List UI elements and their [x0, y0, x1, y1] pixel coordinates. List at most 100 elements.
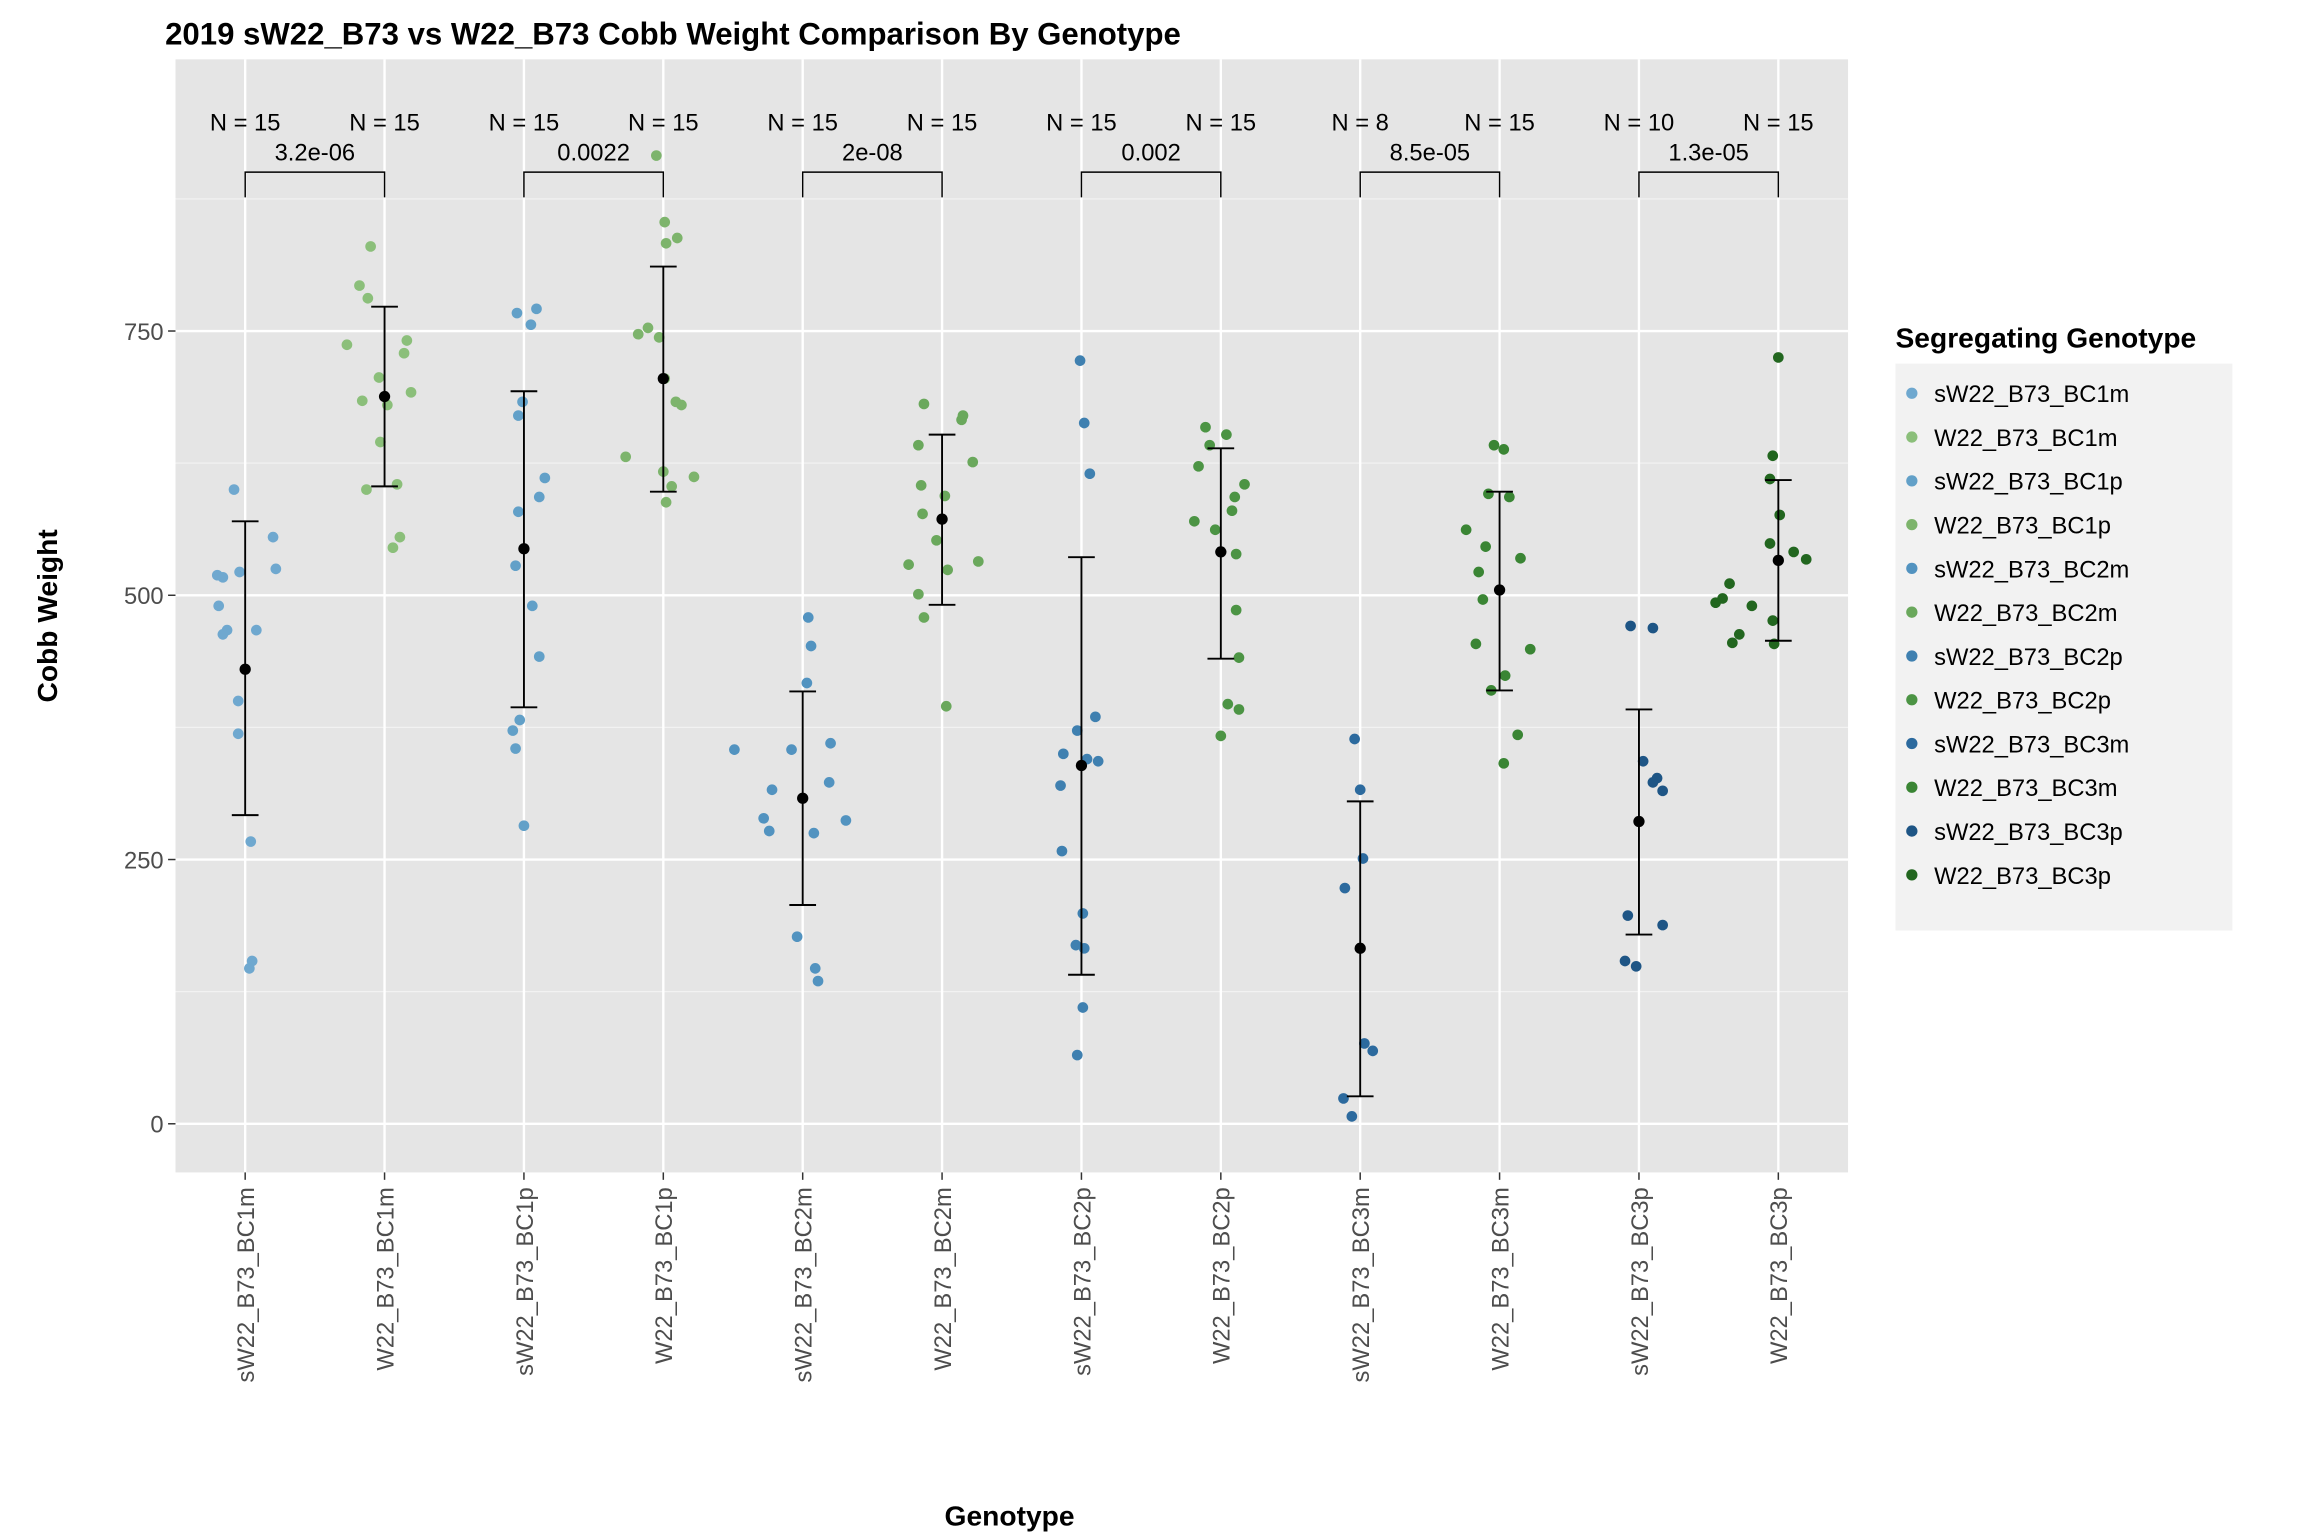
data-point [1625, 620, 1636, 632]
legend-title: Segregating Genotype [1896, 321, 2197, 353]
data-point [1657, 919, 1668, 931]
mean-point [1354, 942, 1366, 954]
data-point [802, 612, 814, 623]
data-point [666, 481, 678, 492]
n-label: N = 10 [1604, 111, 1675, 137]
legend-key [1906, 869, 1918, 881]
legend-label: sW22_B73_BC3m [1934, 732, 2129, 758]
significance-bracket [244, 171, 386, 198]
data-point [1772, 352, 1784, 363]
data-point [1200, 421, 1211, 433]
n-label: N = 8 [1332, 111, 1389, 137]
data-point [809, 963, 821, 974]
data-point [228, 484, 240, 495]
mean-point [797, 792, 809, 804]
n-label: N = 15 [349, 111, 420, 137]
legend-key [1906, 518, 1918, 531]
data-point [903, 559, 914, 570]
data-point [1488, 439, 1500, 451]
data-point [1503, 491, 1515, 503]
mean-point [1633, 815, 1645, 828]
data-point [245, 836, 257, 847]
y-tick-label: 500 [124, 584, 164, 610]
data-point [801, 677, 813, 689]
data-point [1229, 491, 1241, 503]
x-tick-label: sW22_B73_BC3m [1349, 1187, 1375, 1382]
legend-label: sW22_B73_BC1p [1934, 470, 2123, 496]
data-point [361, 484, 372, 495]
x-tick-label: W22_B73_BC3p [1767, 1187, 1793, 1364]
data-point [1764, 473, 1776, 485]
data-point [918, 398, 930, 410]
significance-bracket [1080, 171, 1222, 198]
data-point [1619, 955, 1631, 967]
legend-key [1906, 694, 1918, 706]
data-point [1230, 604, 1242, 616]
significance-bracket [523, 171, 665, 198]
legend-label: sW22_B73_BC2m [1934, 557, 2129, 583]
mean-point [518, 543, 530, 555]
data-point [642, 322, 654, 334]
data-point [805, 640, 817, 652]
data-point [1726, 637, 1738, 649]
data-point [1498, 757, 1510, 769]
legend-key [1906, 737, 1918, 750]
x-tick-label: W22_B73_BC1m [373, 1187, 399, 1370]
data-point [250, 624, 262, 636]
data-point [1346, 1111, 1358, 1122]
data-point [267, 531, 279, 543]
data-point [1090, 711, 1101, 723]
data-point [931, 534, 942, 546]
p-value-label: 0.0022 [557, 140, 630, 166]
data-point [1339, 882, 1351, 894]
data-point [1055, 780, 1066, 791]
data-point [791, 931, 803, 943]
data-point [217, 629, 229, 640]
x-tick-label: W22_B73_BC2m [931, 1187, 957, 1370]
legend-key [1906, 825, 1918, 837]
data-point [341, 339, 353, 351]
x-axis-title: Genotype [945, 1500, 1075, 1532]
data-point [513, 506, 524, 518]
data-point [213, 600, 225, 612]
data-point [651, 150, 662, 161]
data-point [1767, 615, 1779, 626]
data-point [398, 347, 410, 359]
data-point [632, 328, 644, 340]
data-point [659, 216, 671, 228]
data-point [940, 700, 952, 712]
data-point [533, 491, 545, 503]
data-point [401, 335, 413, 346]
data-point [840, 815, 852, 826]
data-point [1480, 541, 1491, 552]
x-tick-label: W22_B73_BC1p [652, 1187, 678, 1364]
x-tick-label: sW22_B73_BC2m [792, 1187, 818, 1382]
data-point [1074, 355, 1086, 366]
data-point [232, 728, 244, 740]
legend-label: W22_B73_BC3m [1934, 776, 2117, 802]
data-point [514, 714, 526, 726]
y-tick-label: 750 [124, 320, 164, 346]
data-point [1359, 1038, 1370, 1049]
data-point [1077, 1002, 1089, 1013]
data-point [763, 825, 775, 837]
error-bars [231, 265, 1792, 1098]
data-point [1215, 730, 1227, 742]
data-point [1070, 939, 1082, 951]
plot-panel [175, 59, 1849, 1173]
data-point [375, 436, 386, 448]
mean-point [1075, 759, 1088, 772]
data-point [729, 744, 740, 755]
data-point [1056, 845, 1068, 857]
significance-bracket [1638, 171, 1780, 198]
data-point [823, 777, 835, 788]
data-point [1483, 488, 1494, 500]
legend-key [1906, 475, 1918, 487]
data-point [270, 563, 282, 575]
chart-title: 2019 sW22_B73 vs W22_B73 Cobb Weight Com… [165, 17, 1181, 52]
x-axis: sW22_B73_BC1m W22_B73_BC1m sW22_B73_BC1p W2… [234, 1172, 1793, 1382]
data-point [1222, 698, 1234, 710]
data-point [786, 744, 797, 755]
legend-key [1906, 431, 1918, 443]
data-point [354, 280, 365, 291]
